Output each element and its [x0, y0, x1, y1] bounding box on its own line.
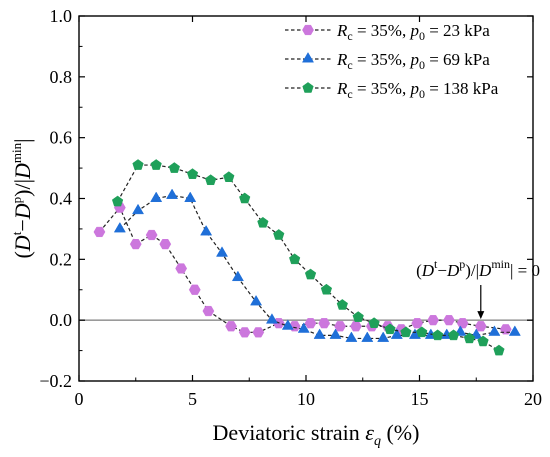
data-point [456, 318, 469, 329]
y-tick-label: −0.2 [39, 371, 72, 391]
data-point [411, 318, 424, 329]
data-point [265, 313, 278, 324]
data-point [350, 321, 362, 332]
annotation-layer: (Dt−Dp)/|Dmin| = 0 [416, 257, 540, 320]
data-point [281, 319, 294, 330]
ticks-layer: 0 5 10 15 20 −0.2 0.0 0.2 0.4 0.6 0.8 1.0 [39, 6, 542, 409]
data-point [313, 328, 326, 339]
x-tick-label: 0 [75, 389, 84, 409]
data-point [493, 344, 505, 356]
data-point [132, 159, 144, 170]
y-tick-label: 0.2 [50, 249, 73, 269]
data-point [289, 253, 301, 265]
x-tick-label: 10 [297, 389, 315, 409]
data-point [384, 323, 396, 335]
data-point [113, 221, 126, 233]
data-point [345, 331, 358, 342]
legend-marker [302, 82, 314, 93]
series-3 [111, 159, 505, 356]
data-point [304, 318, 317, 329]
zero-line-annotation: (Dt−Dp)/|Dmin| = 0 [416, 257, 540, 280]
y-tick-label: 0.0 [50, 310, 73, 330]
data-point [400, 326, 412, 338]
x-axis-title: Deviatoric strain εq (%) [213, 420, 420, 449]
data-point [175, 263, 188, 274]
data-point [304, 268, 317, 280]
data-point [159, 239, 172, 250]
data-point [186, 168, 199, 179]
data-point [238, 327, 251, 338]
data-point [368, 317, 380, 328]
legend-label: Rc = 35%, p0 = 69 kPa [336, 50, 490, 72]
data-point [443, 315, 455, 326]
data-point [297, 322, 310, 333]
y-tick-label: 1.0 [50, 6, 73, 26]
data-point [361, 331, 374, 342]
data-point [334, 321, 346, 332]
data-point [111, 195, 124, 207]
data-point [215, 246, 229, 257]
data-point [129, 239, 142, 250]
data-point [257, 216, 269, 228]
x-tick-label: 20 [524, 389, 542, 409]
data-point [352, 311, 364, 322]
data-point [225, 321, 237, 332]
data-point [447, 329, 460, 341]
data-point [132, 203, 145, 215]
data-point [416, 326, 428, 338]
data-point [477, 335, 489, 347]
data-point [329, 328, 342, 339]
y-tick-label: 0.6 [50, 128, 73, 148]
data-point [499, 324, 512, 335]
legend-marker [301, 52, 315, 63]
data-point [377, 331, 390, 342]
data-point [273, 229, 285, 240]
annotation-arrow-head [477, 311, 485, 320]
y-axis-title: (Dt−Dp)/|Dmin| [9, 138, 35, 258]
data-point [474, 321, 487, 332]
legend: Rc = 35%, p0 = 23 kPa Rc = 35%, p0 = 69 k… [285, 21, 499, 101]
data-point [463, 332, 476, 344]
data-point [93, 226, 106, 238]
data-point [223, 171, 235, 182]
data-point [150, 191, 163, 202]
data-point [150, 159, 162, 170]
legend-item-3: Rc = 35%, p0 = 138 kPa [285, 79, 499, 101]
data-point [508, 325, 521, 336]
data-point [145, 229, 158, 241]
data-point [168, 162, 180, 173]
data-point [320, 283, 333, 295]
data-point [205, 174, 217, 186]
y-tick-label: 0.4 [50, 189, 73, 209]
data-point [252, 327, 265, 338]
legend-label: Rc = 35%, p0 = 23 kPa [336, 21, 490, 43]
data-point [188, 284, 201, 295]
series-layer [93, 159, 521, 356]
data-point [202, 305, 215, 317]
data-point [184, 191, 197, 202]
legend-label: Rc = 35%, p0 = 138 kPa [336, 79, 499, 101]
data-point [200, 225, 213, 236]
x-tick-label: 5 [188, 389, 197, 409]
data-point [488, 325, 501, 336]
data-point [231, 270, 244, 282]
data-point [250, 294, 263, 306]
y-tick-label: 0.8 [50, 67, 73, 87]
data-point [336, 299, 348, 310]
legend-marker [302, 24, 314, 36]
series-2 [113, 188, 521, 342]
legend-item-1: Rc = 35%, p0 = 23 kPa [285, 21, 490, 43]
data-point [318, 318, 331, 329]
x-tick-label: 15 [411, 389, 429, 409]
data-point [239, 192, 251, 204]
data-point [427, 315, 440, 326]
legend-item-2: Rc = 35%, p0 = 69 kPa [285, 50, 490, 72]
data-point [166, 188, 179, 199]
axis-titles: Deviatoric strain εq (%) (Dt−Dp)/|Dmin| [9, 138, 419, 449]
data-point [432, 329, 444, 341]
data-point [390, 328, 403, 339]
